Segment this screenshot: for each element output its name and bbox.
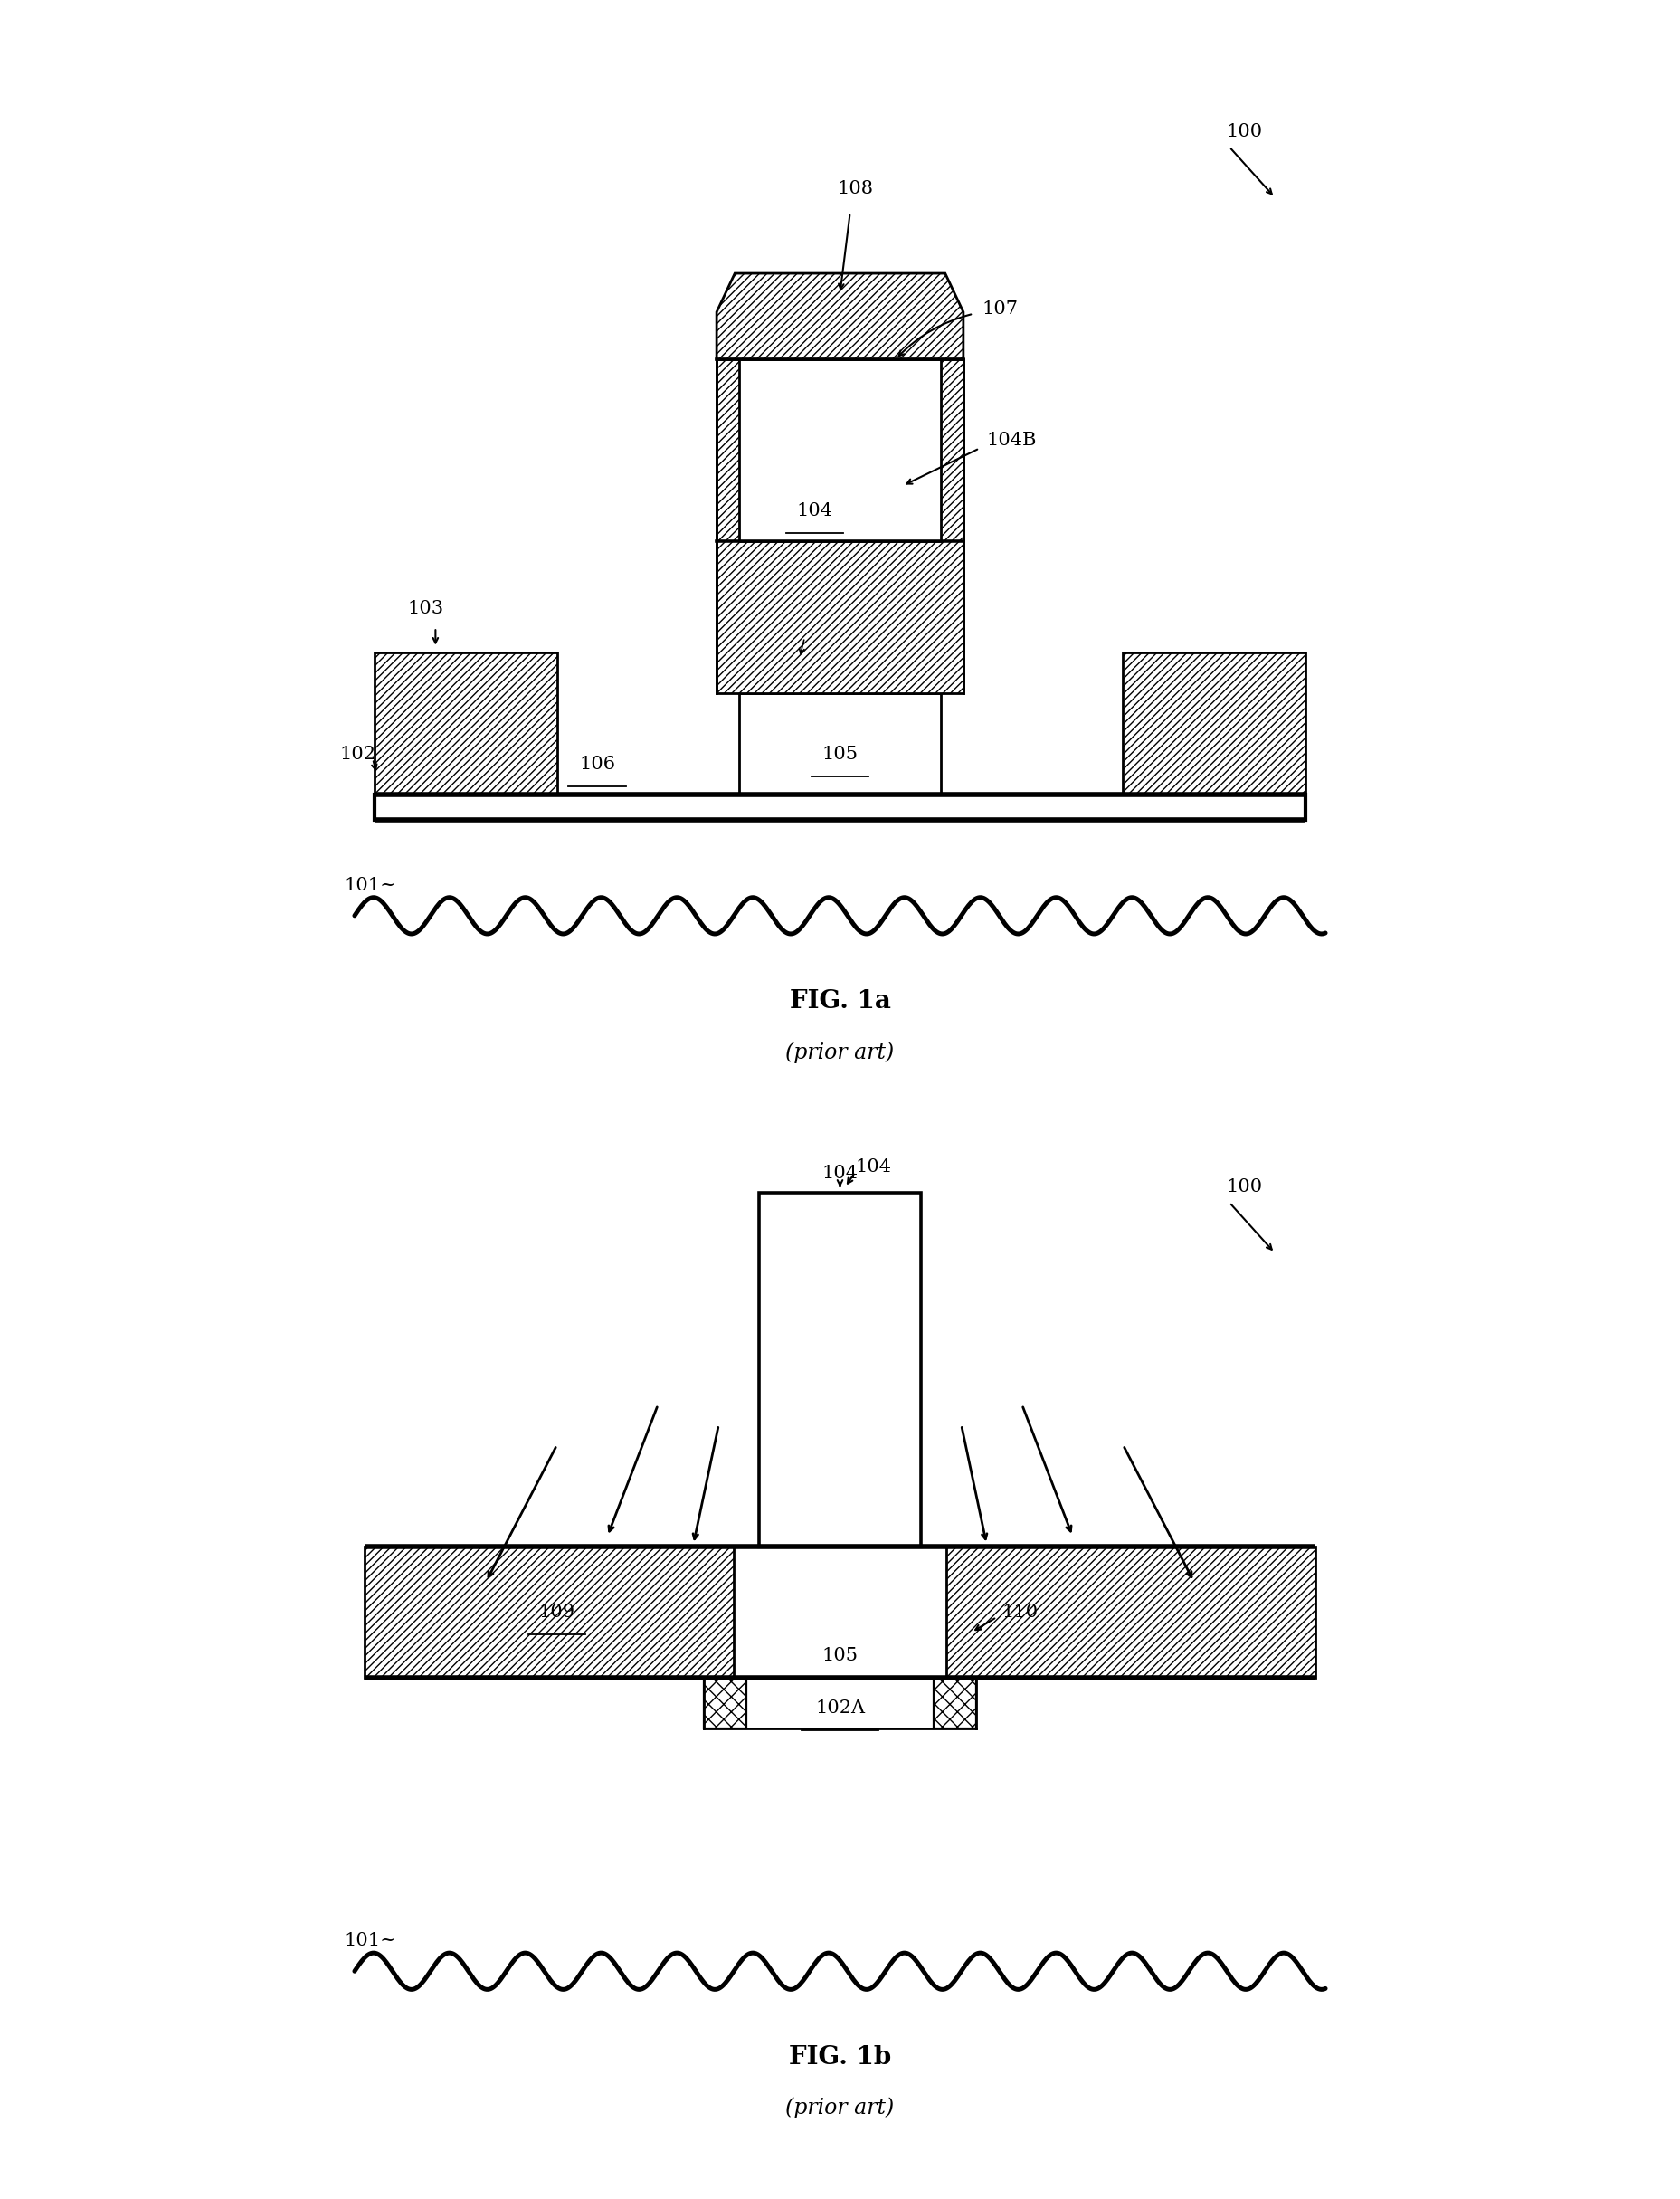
Text: 110: 110: [1001, 1603, 1038, 1621]
Text: 103: 103: [407, 600, 444, 618]
Text: 104: 104: [822, 1165, 858, 1183]
Bar: [704, 1678, 746, 1728]
Text: (prior art): (prior art): [786, 2098, 894, 2118]
Text: 104A: 104A: [790, 618, 840, 636]
Text: 105: 105: [822, 1647, 858, 1665]
Text: 105: 105: [822, 745, 858, 763]
Bar: [375, 653, 556, 794]
Text: 102: 102: [339, 745, 376, 763]
Text: 107: 107: [981, 299, 1018, 317]
Text: 108: 108: [837, 180, 874, 198]
Bar: [739, 693, 941, 794]
Text: 102A: 102A: [815, 1700, 865, 1717]
Bar: [946, 1546, 1315, 1678]
Text: (prior art): (prior art): [786, 1042, 894, 1062]
Bar: [1124, 653, 1305, 794]
Text: FIG. 1b: FIG. 1b: [790, 2045, 890, 2069]
Polygon shape: [717, 273, 963, 358]
Bar: [934, 1678, 976, 1728]
Bar: [375, 794, 1305, 820]
Text: 104: 104: [855, 1159, 892, 1176]
Text: 104: 104: [796, 501, 833, 519]
Text: 101~: 101~: [344, 1933, 396, 1951]
Text: 100: 100: [1226, 1179, 1263, 1196]
Text: 100: 100: [1226, 123, 1263, 141]
Text: 109: 109: [539, 1603, 575, 1621]
Bar: [746, 1678, 934, 1728]
Text: FIG. 1a: FIG. 1a: [790, 990, 890, 1014]
Text: 104B: 104B: [986, 431, 1037, 449]
Bar: [717, 358, 963, 693]
Bar: [739, 358, 941, 541]
Text: 101~: 101~: [344, 877, 396, 895]
Bar: [759, 1192, 921, 1546]
Bar: [365, 1546, 734, 1678]
Text: 106: 106: [580, 754, 615, 772]
